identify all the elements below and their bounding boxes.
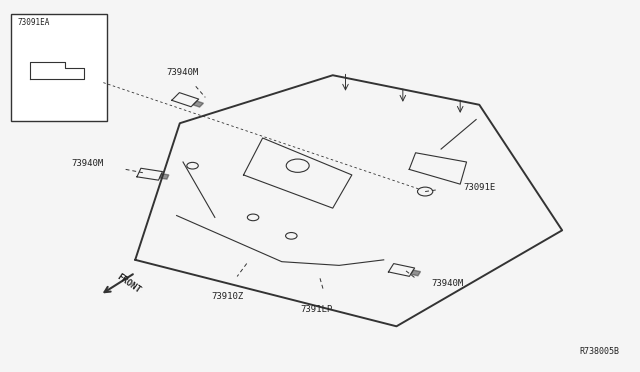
Text: FRONT: FRONT bbox=[115, 272, 143, 295]
Text: 73091E: 73091E bbox=[463, 183, 495, 192]
Polygon shape bbox=[193, 101, 204, 107]
Text: 73940M: 73940M bbox=[431, 279, 464, 288]
Polygon shape bbox=[159, 174, 169, 179]
FancyBboxPatch shape bbox=[11, 14, 106, 121]
Polygon shape bbox=[411, 270, 420, 276]
Text: 73091EA: 73091EA bbox=[17, 18, 50, 28]
Text: 73940M: 73940M bbox=[71, 159, 104, 168]
Text: 7391LP: 7391LP bbox=[301, 305, 333, 314]
Text: 73940M: 73940M bbox=[167, 68, 199, 77]
Text: 73910Z: 73910Z bbox=[211, 292, 244, 301]
Text: R738005B: R738005B bbox=[579, 347, 620, 356]
